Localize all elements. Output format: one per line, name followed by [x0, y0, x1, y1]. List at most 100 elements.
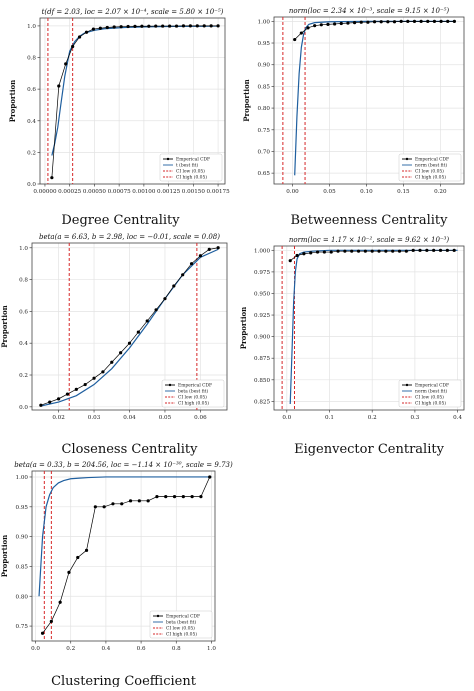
- empirical-point: [366, 20, 370, 24]
- y-tick-label: 0.4: [19, 341, 28, 347]
- empirical-point: [445, 248, 449, 252]
- empirical-point: [343, 249, 347, 253]
- legend-empirical-label: Emperical CDF: [176, 158, 210, 163]
- empirical-point: [101, 370, 105, 374]
- x-tick-label: 0.15: [397, 189, 410, 195]
- y-tick-label: 0.95: [258, 41, 271, 47]
- empirical-point: [145, 319, 149, 323]
- x-tick-label: 0.00125: [157, 189, 181, 195]
- empirical-point: [372, 20, 377, 24]
- empirical-point: [419, 19, 423, 23]
- y-tick-label: 1.00: [16, 475, 29, 481]
- plot-frame: [273, 245, 465, 411]
- empirical-point: [174, 24, 179, 28]
- empirical-point: [346, 21, 350, 25]
- plot-area: [39, 243, 220, 410]
- plot-area: [282, 17, 456, 184]
- empirical-point: [377, 249, 381, 253]
- empirical-point: [326, 22, 330, 26]
- empirical-point: [322, 250, 326, 254]
- y-tick-label: 0.80: [16, 594, 29, 600]
- empirical-point: [363, 249, 367, 253]
- x-tick-label: 0.0: [282, 415, 291, 421]
- y-tick-label: 0.6: [27, 87, 36, 93]
- legend-fit-label: beta (best fit): [166, 621, 196, 626]
- plot-frame: [39, 17, 226, 185]
- empirical-point: [397, 249, 402, 253]
- y-tick-label: 0.875: [254, 356, 270, 362]
- empirical-point: [412, 19, 417, 23]
- empirical-point: [163, 297, 167, 301]
- x-tick-label: 0.04: [123, 415, 136, 421]
- x-tick-label: 0.2: [368, 415, 377, 421]
- chart-caption: Closeness Centrality: [62, 442, 199, 457]
- legend-ci-low-label: CI low (0.05): [166, 627, 195, 632]
- empirical-point: [418, 248, 422, 252]
- x-tick-label: 0.6: [137, 646, 146, 652]
- empirical-point: [111, 502, 115, 506]
- empirical-point: [146, 499, 150, 503]
- y-tick-label: 0.0: [19, 405, 28, 411]
- empirical-point: [359, 20, 363, 24]
- empirical-point: [136, 330, 140, 334]
- legend-fit-label: norm (best fit): [415, 390, 447, 395]
- empirical-point: [379, 20, 383, 24]
- x-tick-label: 1.0: [207, 646, 216, 652]
- empirical-point: [64, 62, 68, 66]
- fit-curve: [38, 476, 212, 597]
- empirical-point: [57, 84, 61, 88]
- y-tick-label: 0.90: [16, 535, 29, 541]
- empirical-point: [172, 284, 176, 288]
- empirical-line: [42, 476, 211, 634]
- empirical-point: [207, 247, 211, 251]
- y-tick-label: 0.90: [258, 63, 271, 69]
- y-tick-label: 0.975: [254, 270, 270, 276]
- legend-empirical-label: Emperical CDF: [415, 384, 449, 389]
- chart-title: beta(a = 0.33, b = 204.56, loc = −1.14 ×…: [14, 461, 233, 469]
- y-tick-label: 0.95: [16, 505, 29, 511]
- empirical-point: [50, 176, 54, 180]
- empirical-point: [329, 250, 333, 254]
- x-tick-label: 0.05: [323, 189, 336, 195]
- empirical-point: [426, 19, 430, 23]
- y-tick-label: 0.925: [254, 313, 270, 319]
- x-tick-label: 0.1: [325, 415, 334, 421]
- legend-marker: [168, 383, 172, 387]
- empirical-point: [432, 19, 437, 23]
- chart-caption: Clustering Coefficient: [51, 674, 197, 687]
- chart-panel-degree: 0.00000 0.00025 0.00050 0.00075 0.00100 0.001…: [0, 0, 237, 232]
- legend-fit-label: t (best fit): [176, 164, 198, 169]
- y-tick-label: 0.85: [16, 564, 29, 570]
- plot-area: [47, 18, 220, 184]
- empirical-point: [67, 570, 71, 575]
- empirical-point: [133, 24, 137, 28]
- empirical-point: [446, 19, 450, 23]
- empirical-point: [181, 273, 185, 277]
- empirical-point: [352, 21, 357, 25]
- x-tick-label: 0.00025: [58, 189, 82, 195]
- empirical-point: [164, 495, 168, 499]
- y-tick-label: 0.2: [27, 150, 36, 156]
- x-tick-label: 0.00000: [33, 189, 57, 195]
- chart-title: norm(loc = 2.34 × 10⁻³, scale = 9.15 × 1…: [289, 7, 450, 15]
- empirical-point: [411, 248, 415, 252]
- empirical-point: [202, 24, 206, 28]
- empirical-point: [336, 249, 340, 253]
- y-tick-label: 0.80: [258, 106, 271, 112]
- empirical-point: [399, 19, 403, 23]
- empirical-point: [84, 30, 89, 34]
- empirical-point: [56, 397, 61, 401]
- empirical-point: [198, 254, 203, 258]
- y-tick-label: 0.75: [258, 128, 271, 134]
- legend-marker: [166, 157, 170, 161]
- legend-fit-label: beta (best fit): [178, 390, 208, 395]
- x-tick-label: 0.00150: [182, 189, 206, 195]
- empirical-point: [98, 26, 102, 30]
- empirical-point: [188, 24, 192, 28]
- empirical-point: [370, 249, 374, 253]
- empirical-point: [172, 495, 177, 499]
- plot-area: [38, 471, 212, 641]
- x-tick-label: 0.10: [360, 189, 373, 195]
